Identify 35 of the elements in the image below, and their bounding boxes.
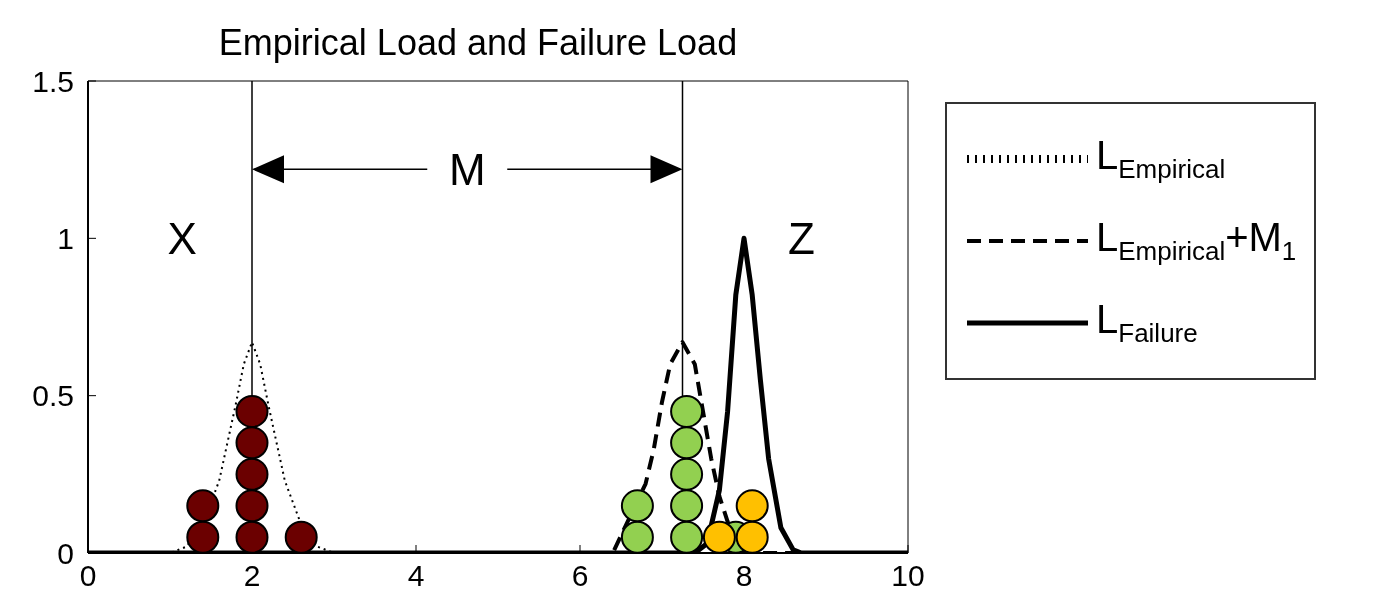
y-tick-label: 1.5 (32, 64, 74, 98)
annotation: M (448, 144, 486, 194)
annotation: Z (787, 213, 815, 263)
point (284, 520, 318, 553)
point (620, 489, 654, 523)
point (186, 489, 220, 523)
chart-title: Empirical Load and Failure Load (218, 21, 738, 63)
point (670, 457, 704, 491)
point (235, 394, 269, 428)
point (186, 520, 220, 553)
point (235, 457, 269, 491)
point (670, 520, 704, 553)
legend-label: L$_{Empirical}$+M$_{1}$ (1096, 215, 1297, 266)
point (702, 520, 736, 553)
x-tick-label: 2 (243, 559, 261, 593)
point (235, 426, 269, 460)
point (235, 520, 269, 553)
y-tick-label: 1 (57, 221, 74, 255)
y-tick-label: 0.5 (32, 379, 74, 413)
annotation: X (167, 213, 197, 263)
point (670, 426, 704, 460)
x-tick-label: 4 (407, 559, 425, 593)
legend-label: L$_{Empirical}$ (1096, 133, 1226, 184)
legend-label: L$_{Failure}$ (1096, 297, 1198, 348)
point (235, 489, 269, 523)
point (735, 489, 769, 523)
point (670, 489, 704, 523)
x-tick-label: 0 (79, 559, 97, 593)
y-tick-label: 0 (57, 536, 74, 570)
x-tick-label: 8 (735, 559, 753, 593)
point (670, 394, 704, 428)
x-tick-label: 10 (891, 559, 925, 593)
point (620, 520, 654, 553)
point (735, 520, 769, 553)
x-tick-label: 6 (571, 559, 589, 593)
